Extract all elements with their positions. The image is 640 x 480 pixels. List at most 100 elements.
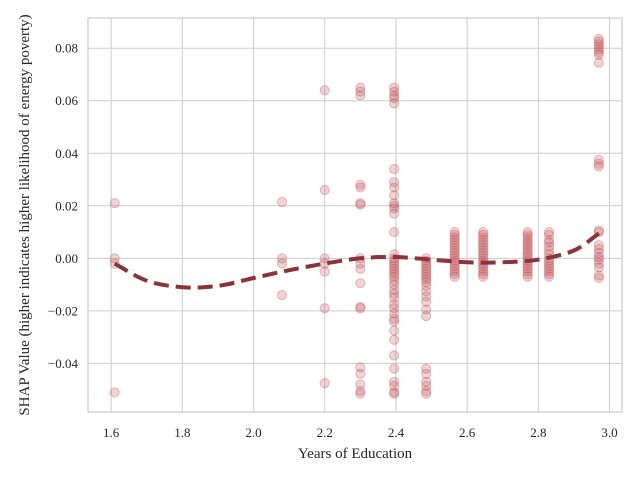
data-point xyxy=(421,263,432,274)
data-point xyxy=(522,234,533,246)
data-point xyxy=(389,177,400,188)
data-point xyxy=(389,190,400,201)
data-point xyxy=(522,226,533,238)
data-point xyxy=(421,291,432,302)
y-tick-label: 0.04 xyxy=(55,146,78,161)
data-point xyxy=(522,242,533,253)
data-point xyxy=(421,271,432,282)
data-point xyxy=(389,208,400,219)
data-point xyxy=(593,47,604,58)
data-point xyxy=(389,93,400,104)
data-point xyxy=(389,308,400,319)
data-point xyxy=(478,242,489,253)
data-point xyxy=(421,261,432,272)
data-point xyxy=(389,269,400,280)
data-point xyxy=(543,261,555,272)
data-point xyxy=(543,266,555,277)
data-point xyxy=(421,368,432,380)
data-point xyxy=(449,269,460,280)
y-tick-label: 0.08 xyxy=(55,41,78,56)
data-point xyxy=(389,258,400,269)
data-point xyxy=(593,254,604,265)
data-point xyxy=(319,303,330,314)
data-point xyxy=(389,203,400,214)
data-point xyxy=(389,90,400,101)
data-point xyxy=(355,303,366,314)
data-point xyxy=(389,388,400,399)
data-point xyxy=(355,301,366,313)
data-point xyxy=(389,284,400,295)
data-point xyxy=(478,271,489,282)
data-point xyxy=(478,269,489,280)
data-point xyxy=(478,232,489,243)
x-axis-label: Years of Education xyxy=(298,446,413,462)
data-point xyxy=(421,266,432,277)
data-point xyxy=(389,200,400,211)
data-point xyxy=(543,237,555,248)
data-point xyxy=(522,237,533,248)
data-point xyxy=(522,232,533,243)
data-point xyxy=(593,36,604,47)
data-point xyxy=(389,292,400,303)
x-tick-label: 2.8 xyxy=(530,425,546,440)
data-point xyxy=(355,388,366,399)
data-point xyxy=(543,263,555,274)
data-point xyxy=(389,316,400,327)
data-point xyxy=(543,241,555,252)
data-point xyxy=(522,240,533,251)
data-point xyxy=(593,41,604,52)
x-gridlines xyxy=(110,18,611,412)
x-tick-label: 2.4 xyxy=(388,425,405,440)
data-point xyxy=(478,237,489,248)
data-point xyxy=(355,198,366,209)
data-point xyxy=(389,98,400,109)
y-tick-label: 0.00 xyxy=(55,251,78,266)
data-point xyxy=(389,261,400,272)
data-point xyxy=(319,253,330,264)
data-point xyxy=(389,313,400,324)
x-tick-label: 2.2 xyxy=(317,425,333,440)
data-point xyxy=(543,226,555,238)
data-point xyxy=(593,247,604,259)
data-point xyxy=(522,229,533,240)
y-axis-label: SHAP Value (higher indicates higher like… xyxy=(17,14,33,415)
data-point xyxy=(522,271,533,282)
y-gridlines xyxy=(88,47,622,364)
data-point xyxy=(593,33,604,45)
data-point xyxy=(593,154,604,165)
data-point xyxy=(389,266,400,277)
data-point xyxy=(593,161,604,172)
data-point xyxy=(593,251,604,263)
data-point xyxy=(421,269,432,280)
data-point xyxy=(421,274,432,285)
data-point xyxy=(276,196,288,207)
data-point xyxy=(449,237,460,248)
data-point xyxy=(543,269,555,280)
data-point xyxy=(449,245,460,256)
data-point xyxy=(543,229,555,240)
data-point xyxy=(593,49,604,60)
data-point xyxy=(276,253,288,264)
data-point xyxy=(478,229,489,240)
data-point xyxy=(421,280,432,292)
y-tick-label: −0.04 xyxy=(48,356,79,371)
data-point xyxy=(593,44,604,55)
y-tick-labels: −0.04 −0.02 0.00 0.02 0.04 0.06 0.08 xyxy=(48,41,79,371)
data-point xyxy=(449,240,460,251)
data-point xyxy=(593,240,604,251)
data-point xyxy=(389,387,400,398)
y-tick-label: −0.02 xyxy=(48,303,78,318)
x-tick-label: 1.6 xyxy=(103,425,120,440)
data-point xyxy=(543,271,555,282)
data-point xyxy=(449,263,460,274)
data-point xyxy=(389,86,400,97)
data-point xyxy=(449,229,460,240)
data-point xyxy=(389,182,400,193)
data-point xyxy=(478,240,489,251)
x-tick-label: 2.6 xyxy=(459,425,476,440)
data-point xyxy=(276,258,288,269)
plot-frame xyxy=(87,17,623,413)
data-point xyxy=(421,376,432,387)
data-point xyxy=(593,272,604,284)
